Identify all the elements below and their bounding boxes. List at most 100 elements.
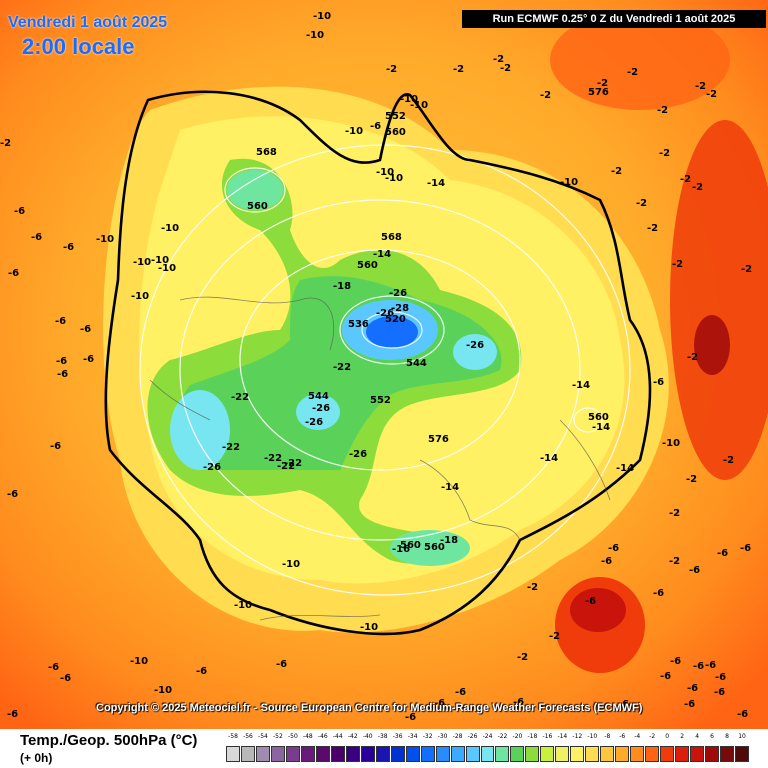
temperature-label: -2	[657, 105, 669, 116]
temperature-label: -6	[8, 268, 20, 279]
temperature-label: -10	[662, 438, 681, 449]
scale-tick-label: 0	[665, 733, 670, 740]
temperature-label: -2	[453, 64, 465, 75]
scale-tick-label: -2	[649, 733, 656, 740]
temperature-label: -2	[659, 148, 671, 159]
legend-title: Temp./Geop. 500hPa (°C)	[20, 732, 198, 749]
temperature-label: -6	[57, 369, 69, 380]
temperature-label: -2	[680, 174, 692, 185]
weather-map: -10 -10 -2 -2 -2 -2 -2 -2 -2 -2 -10 -10 -2 -2 -6 -10 -2-…	[0, 0, 768, 729]
temperature-label: -14	[441, 482, 460, 493]
scale-color-cell	[645, 746, 660, 762]
temperature-label: -6	[618, 699, 630, 710]
geopotential-label: 560	[247, 201, 268, 212]
scale-color-cell	[630, 746, 645, 762]
geopotential-label: 520	[385, 314, 406, 325]
temperature-label: -6	[737, 709, 749, 720]
scale-color-cell	[405, 746, 420, 762]
temperature-label: -2	[723, 455, 735, 466]
date-label: Vendredi 1 août 2025	[8, 14, 168, 31]
scale-tick-label: -54	[258, 733, 268, 740]
temperature-label: -22	[231, 392, 250, 403]
scale-color-cell	[615, 746, 630, 762]
cold-core-west	[170, 390, 230, 470]
temperature-label: -2	[500, 63, 512, 74]
scale-color-cell	[570, 746, 585, 762]
temperature-label: -6	[653, 377, 665, 388]
scale-tick-label: 2	[680, 733, 685, 740]
scale-color-cell	[735, 746, 749, 762]
temperature-label: -6	[276, 659, 288, 670]
scale-tick-label: -46	[317, 733, 328, 740]
scale-color-cell	[435, 746, 450, 762]
legend-subtitle: (+ 0h)	[20, 751, 53, 765]
temperature-label: -2	[686, 474, 698, 485]
temperature-label: -26	[466, 340, 485, 351]
temperature-label: -10	[306, 30, 325, 41]
scale-tick-label: -34	[407, 733, 418, 740]
temperature-label: -22	[222, 442, 241, 453]
temperature-label: -14	[592, 422, 611, 433]
scale-tick-label: -44	[332, 733, 343, 740]
temperature-label: -16	[392, 544, 411, 555]
scale-tick-label: -30	[437, 733, 448, 740]
scale-tick-label: 6	[710, 733, 714, 740]
scale-color-cell	[330, 746, 345, 762]
temperature-label: -22	[284, 458, 303, 469]
temperature-label: -6	[714, 687, 726, 698]
scale-color-cell	[465, 746, 480, 762]
scale-tick-label: -16	[542, 733, 553, 740]
temperature-label: -6	[670, 656, 682, 667]
temperature-label: -2	[695, 81, 707, 92]
scale-color-cell	[525, 746, 540, 762]
temperature-label: -26	[349, 449, 368, 460]
scale-color-cell	[375, 746, 390, 762]
scale-color-cell	[510, 746, 525, 762]
temperature-label: -14	[373, 249, 392, 260]
temperature-label: -10	[560, 177, 579, 188]
temperature-label: -10	[131, 291, 150, 302]
temperature-label: -2	[517, 652, 529, 663]
temperature-label: -2	[0, 138, 12, 149]
scale-tick-label: -58	[228, 733, 238, 740]
geopotential-label: 560	[400, 540, 421, 551]
scale-color-cell	[480, 746, 495, 762]
temperature-label: -2	[540, 90, 552, 101]
temperature-label: -10	[313, 11, 332, 22]
temperature-label: -2	[669, 508, 681, 519]
scale-tick-label: -48	[302, 733, 313, 740]
temperature-label: -6	[80, 324, 92, 335]
temperature-label: -2	[692, 182, 704, 193]
temperature-label: -26	[305, 417, 324, 428]
cold-core-east	[453, 334, 497, 370]
scale-color-cell	[390, 746, 405, 762]
temperature-label: -6	[405, 712, 417, 723]
scale-color-cell	[420, 746, 435, 762]
scale-tick-label: -40	[362, 733, 373, 740]
temperature-label: -10	[376, 167, 395, 178]
cold-core-nw	[227, 170, 283, 210]
temperature-label: -2	[611, 166, 623, 177]
scale-color-cell	[285, 746, 300, 762]
scale-color-cell	[255, 746, 270, 762]
geopotential-label: 568	[256, 147, 277, 158]
cold-core-north-inner	[366, 316, 418, 348]
geopotential-label: 568	[381, 232, 402, 243]
geopotential-label: 544	[406, 358, 427, 369]
temperature-label: -6	[660, 671, 672, 682]
temperature-label: -6	[740, 543, 752, 554]
scale-tick-label: -20	[512, 733, 523, 740]
temperature-label: -10	[161, 223, 180, 234]
scale-color-cell	[690, 746, 705, 762]
temperature-label: -10	[96, 234, 115, 245]
temperature-label: -6	[48, 662, 60, 673]
temperature-label: -26	[376, 308, 395, 319]
temperature-label: -10	[133, 257, 152, 268]
scale-color-cell	[660, 746, 675, 762]
geopotential-label: 560	[424, 542, 445, 553]
scale-color-cell	[705, 746, 720, 762]
scale-color-cell	[600, 746, 615, 762]
temperature-label: -2	[386, 64, 398, 75]
warm-zone-south-core	[570, 588, 626, 632]
scale-color-cell	[450, 746, 465, 762]
